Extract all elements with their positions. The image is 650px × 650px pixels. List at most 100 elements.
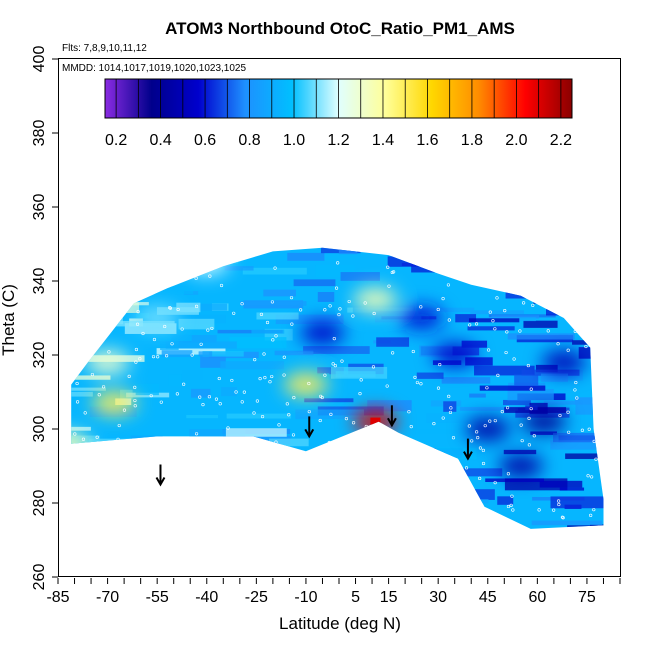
- measurement-point: [590, 475, 594, 479]
- heatmap-cell: [161, 350, 193, 358]
- heatmap-cell: [123, 475, 140, 481]
- heatmap-cell: [213, 493, 237, 501]
- heatmap-cell: [97, 511, 128, 515]
- measurement-point: [586, 474, 590, 478]
- heatmap-cell: [443, 401, 457, 412]
- measurement-point: [103, 458, 108, 462]
- heatmap-cell: [406, 527, 430, 529]
- measurement-point: [449, 406, 453, 410]
- measurement-point: [531, 303, 535, 307]
- heatmap-cell: [420, 307, 475, 312]
- measurement-point: [549, 264, 553, 268]
- measurement-point: [288, 497, 292, 501]
- measurement-point: [102, 323, 107, 327]
- measurement-point: [573, 388, 577, 392]
- measurement-point: [503, 309, 507, 313]
- measurement-point: [136, 310, 140, 314]
- heatmap-patch: [283, 372, 328, 397]
- measurement-point: [244, 455, 248, 459]
- x-axis-label: Latitude (deg N): [279, 614, 401, 633]
- measurement-point: [478, 476, 482, 480]
- heatmap-cell: [436, 489, 495, 500]
- measurement-point: [135, 322, 140, 326]
- heatmap-cell: [431, 252, 464, 259]
- measurement-point: [552, 508, 556, 512]
- heatmap-cell: [317, 367, 344, 375]
- heatmap-cell: [202, 351, 244, 357]
- measurement-point: [208, 274, 212, 278]
- heatmap-patch: [541, 350, 586, 375]
- heatmap-cell: [84, 467, 128, 471]
- measurement-point: [213, 515, 217, 519]
- measurement-point: [194, 304, 199, 308]
- measurement-point: [263, 375, 267, 380]
- measurement-point: [520, 439, 524, 443]
- x-tick-label: 30: [429, 589, 447, 606]
- measurement-point: [88, 321, 92, 326]
- measurement-point: [331, 362, 335, 366]
- colorbar-tick-label: 2.0: [505, 132, 527, 149]
- measurement-point: [363, 301, 367, 305]
- heatmap-cell: [150, 493, 222, 503]
- heatmap-cell: [71, 519, 110, 526]
- heatmap-cell: [79, 307, 107, 316]
- measurement-point: [323, 373, 327, 377]
- measurement-point: [409, 425, 413, 429]
- heatmap-cell: [127, 524, 142, 529]
- measurement-point: [415, 380, 419, 385]
- measurement-point: [584, 344, 588, 349]
- measurement-point: [371, 365, 376, 369]
- heatmap-cell: [550, 496, 604, 509]
- measurement-point: [386, 459, 391, 463]
- down-arrow-icon: [463, 438, 473, 461]
- measurement-point: [138, 270, 142, 274]
- measurement-point: [419, 382, 423, 386]
- heatmap-patch: [71, 431, 90, 456]
- heatmap-cell: [130, 457, 159, 468]
- measurement-point: [138, 272, 142, 276]
- measurement-point: [307, 410, 311, 414]
- heatmap-cell: [543, 400, 583, 405]
- heatmap-cell: [391, 471, 447, 482]
- measurement-point: [99, 515, 103, 519]
- measurement-point: [370, 427, 374, 432]
- heatmap-cell: [465, 357, 493, 366]
- measurement-point: [574, 380, 578, 385]
- measurement-point: [287, 456, 292, 460]
- y-tick-label: 380: [31, 120, 48, 147]
- measurement-point: [159, 400, 163, 404]
- measurement-point: [152, 507, 156, 511]
- measurement-point: [290, 322, 294, 326]
- x-tick-label: -25: [245, 589, 268, 606]
- heatmap-cell: [228, 464, 289, 469]
- measurement-point: [134, 360, 138, 364]
- measurement-point: [493, 419, 497, 423]
- measurement-point: [506, 504, 511, 509]
- measurement-point: [107, 350, 111, 354]
- measurement-point: [372, 311, 376, 316]
- measurement-point: [532, 434, 536, 438]
- heatmap-cell: [138, 501, 171, 510]
- heatmap-cell: [485, 478, 545, 483]
- measurement-point: [351, 314, 355, 318]
- measurement-point: [512, 357, 516, 361]
- measurement-point: [333, 457, 337, 461]
- y-tick-label: 300: [31, 416, 48, 443]
- measurement-point: [318, 418, 322, 423]
- heatmap-cell: [264, 328, 293, 341]
- heatmap-cell: [439, 261, 458, 269]
- measurement-point: [380, 491, 384, 495]
- heatmap-patch: [432, 343, 477, 367]
- heatmap-cell: [295, 525, 358, 529]
- measurement-point: [447, 394, 451, 398]
- heatmap-cell: [155, 515, 176, 520]
- measurement-point: [396, 440, 401, 445]
- measurement-point: [287, 498, 292, 502]
- x-tick-label: -85: [46, 589, 69, 606]
- measurement-point: [119, 472, 123, 476]
- measurement-point: [274, 334, 278, 338]
- heatmap-cell: [109, 493, 171, 504]
- measurement-point: [122, 259, 127, 264]
- heatmap-cell: [138, 286, 194, 295]
- measurement-point: [474, 322, 479, 326]
